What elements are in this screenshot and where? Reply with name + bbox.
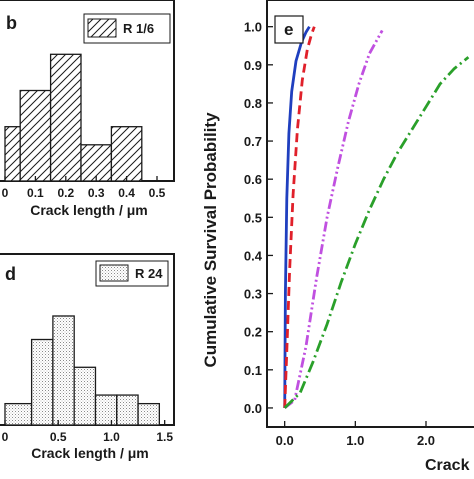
panel-b-bar-3 — [80, 144, 113, 182]
panel-e-y-tick-label: 0.5 — [244, 210, 262, 225]
panel-e: 0.0 0.1 0.2 0.3 0.4 0.5 0.6 0.7 0.8 0.9 1.0 0.0 1.0… — [201, 0, 474, 474]
panel-d-label: d — [5, 264, 16, 284]
panel-d-legend-label: R 24 — [135, 266, 163, 281]
panel-d-bar-5 — [116, 394, 139, 426]
panel-e-series-line-0 — [283, 25, 311, 408]
panel-b-bar-2 — [49, 53, 82, 182]
panel-e-y-ticks: 0.0 0.1 0.2 0.3 0.4 0.5 0.6 0.7 0.8 0.9 1.0 — [244, 20, 273, 416]
panel-d-x-tick-label: 0.5 — [50, 430, 67, 444]
panel-d-x-axis-label: Crack length / μm — [31, 445, 148, 461]
panel-e-y-tick-label: 0.2 — [244, 325, 262, 340]
panel-b-x-tick-label: 0.4 — [118, 186, 135, 200]
panel-b-legend-label: R 1/6 — [123, 21, 154, 36]
panel-e-series-line-3 — [283, 56, 470, 409]
panel-b-x-tick-label: 0.3 — [88, 186, 105, 200]
panel-d-x-ticks: 0 0.5 1.0 1.5 — [2, 420, 173, 444]
panel-d-x-tick-label: 1.0 — [103, 430, 120, 444]
panel-e-y-tick-label: 0.3 — [244, 287, 262, 302]
panel-e-y-tick-label: 0.9 — [244, 58, 262, 73]
panel-e-x-axis-label: Crack — [425, 457, 470, 474]
panel-d-x-tick-label: 0 — [2, 430, 9, 444]
panel-e-y-tick-label: 0.7 — [244, 134, 262, 149]
panel-b-x-tick-label: 0.5 — [149, 186, 166, 200]
panel-e-label: e — [284, 20, 293, 39]
panel-d-bar-0 — [4, 402, 33, 426]
panel-b-bars — [4, 53, 143, 182]
panel-b-legend-swatch — [87, 18, 117, 38]
panel-b-bar-0 — [4, 126, 21, 182]
panel-d-bars — [4, 315, 161, 426]
panel-b-legend: R 1/6 — [83, 13, 171, 44]
panel-e-y-tick-label: 0.0 — [244, 401, 262, 416]
panel-b-x-tick-label: 0.1 — [27, 186, 44, 200]
panel-e-x-ticks: 0.0 1.0 2.0 — [276, 421, 435, 448]
panel-d-bar-6 — [137, 402, 161, 426]
panel-b-x-axis-label: Crack length / μm — [30, 202, 147, 218]
panel-d-legend-swatch — [99, 264, 129, 282]
panel-d: 0 0.5 1.0 1.5 d R 24 Crack length / μm — [0, 253, 175, 461]
panel-b-x-ticks: 0 0.1 0.2 0.3 0.4 0.5 — [2, 176, 166, 200]
panel-b-bar-1 — [19, 89, 52, 182]
panel-e-series — [283, 25, 470, 410]
panel-d-bar-2 — [52, 315, 75, 426]
panel-d-bar-3 — [73, 366, 97, 426]
panel-e-y-tick-label: 0.6 — [244, 172, 262, 187]
panel-e-series-line-2 — [283, 29, 384, 410]
panel-d-bar-4 — [94, 394, 118, 426]
panel-b-bar-4 — [110, 126, 143, 182]
panel-b-x-tick-label: 0 — [2, 186, 9, 200]
panel-e-frame — [266, 0, 474, 428]
panel-e-x-tick-label: 2.0 — [417, 433, 435, 448]
panel-d-x-tick-label: 1.5 — [156, 430, 173, 444]
panel-e-series-line-1 — [283, 26, 316, 408]
panel-b-label: b — [6, 13, 17, 33]
panel-e-x-tick-label: 0.0 — [276, 433, 294, 448]
panel-b-x-tick-label: 0.2 — [57, 186, 74, 200]
panel-e-label-box: e — [274, 15, 304, 44]
panel-b: 0 0.1 0.2 0.3 0.4 0.5 b R 1/6 Crack length / … — [0, 0, 175, 218]
panel-e-label-frame — [274, 15, 304, 44]
panel-e-y-tick-label: 0.8 — [244, 96, 262, 111]
panel-e-x-tick-label: 1.0 — [346, 433, 364, 448]
panel-e-y-tick-label: 0.4 — [244, 248, 263, 263]
panel-d-legend: R 24 — [95, 260, 169, 287]
panel-e-y-axis-label: Cumulative Survival Probability — [201, 112, 220, 368]
panel-d-bar-1 — [30, 338, 54, 426]
panel-e-y-tick-label: 0.1 — [244, 363, 262, 378]
panel-e-y-tick-label: 1.0 — [244, 20, 262, 35]
